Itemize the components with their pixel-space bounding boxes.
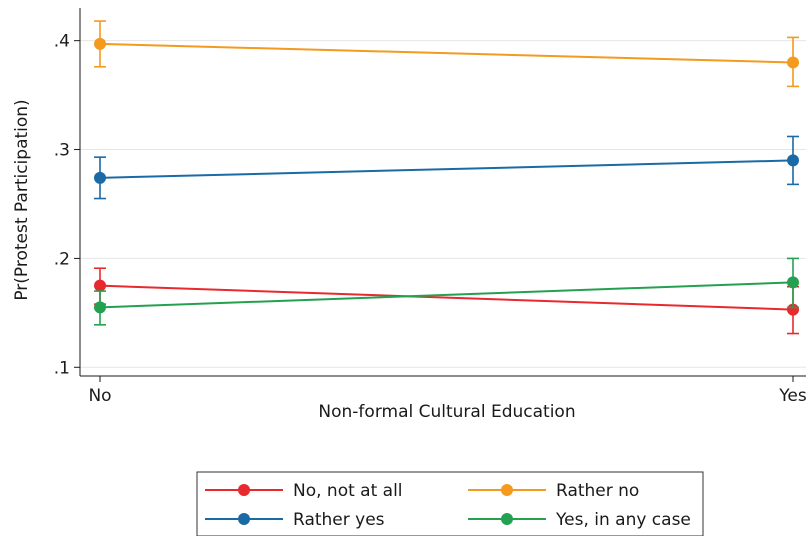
legend-marker [501,484,513,496]
data-point [94,301,106,314]
legend-entry: Yes, in any case [468,510,691,530]
data-point [94,171,106,184]
series-group [94,267,799,335]
series-line [99,159,794,179]
legend-entry: Rather yes [205,510,385,530]
series-layer [94,20,799,335]
legend-label: No, not at all [293,481,403,501]
legend-marker [238,484,250,496]
series-group [94,257,799,326]
data-point [94,279,106,292]
x-tick-label: No [88,386,111,406]
data-point [787,276,799,289]
x-tick-label: Yes [778,386,807,406]
series-group [94,20,799,88]
legend-entries: No, not at all Rather no Rather yes Yes, in… [205,481,691,530]
y-tick-label: .4 [54,32,70,52]
series-line [99,281,794,309]
legend-label: Rather yes [293,510,385,530]
legend-label: Yes, in any case [555,510,691,530]
ticks-layer: .1 .2 .3 .4 No Yes [54,32,807,406]
legend: No, not at all Rather no Rather yes Yes, in… [196,471,704,536]
y-tick-label: .2 [54,249,70,269]
legend-marker [501,513,513,525]
legend-marker [238,513,250,525]
y-axis-label: Pr(Protest Participation) [12,99,32,300]
series-line [99,42,794,64]
y-tick-label: .1 [54,358,70,378]
y-tick-label: .3 [54,141,70,161]
data-point [94,37,106,50]
axes-layer [79,8,806,377]
data-point [787,154,799,167]
legend-entry: No, not at all [205,481,403,501]
series-line [99,284,794,311]
data-point [787,303,799,316]
series-group [94,135,799,200]
legend-label: Rather no [556,481,639,501]
legend-box [196,471,704,536]
grid-layer [80,40,806,368]
legend-entry: Rather no [468,481,639,501]
data-point [787,56,799,69]
x-axis-label: Non-formal Cultural Education [318,402,575,422]
